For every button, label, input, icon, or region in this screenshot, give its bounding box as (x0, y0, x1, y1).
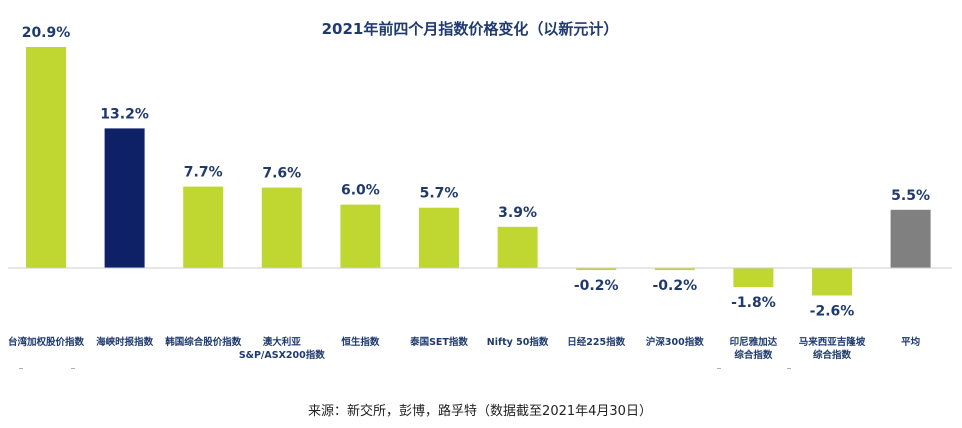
data-label: 20.9% (22, 25, 71, 41)
data-label: 3.9% (498, 205, 537, 221)
category-label: 印尼雅加达 (730, 336, 778, 348)
category-label: S&P/ASX200指数 (239, 349, 325, 361)
data-label: 6.0% (341, 183, 380, 199)
value-labels-group: 20.9% 13.2% 7.7% 7.6% 6.0% 5.7% 3.9% -0.2% -0.2%… (22, 25, 930, 320)
category-label: 沪深300指数 (646, 336, 704, 348)
source-note: 来源：新交所，彭博，路孚特（数据截至2021年4月30日） (308, 403, 652, 419)
category-label: 海峡时报指数 (96, 336, 154, 348)
data-label: 13.2% (100, 106, 149, 122)
bar (261, 187, 302, 268)
bar (812, 268, 852, 296)
data-label: 7.6% (262, 166, 301, 182)
category-label: 澳大利亚 (263, 336, 302, 348)
bar (890, 209, 931, 268)
data-label: -0.2% (652, 278, 697, 294)
data-label: 5.7% (420, 186, 459, 202)
data-label: 5.5% (891, 188, 930, 204)
category-label: 综合指数 (734, 349, 773, 361)
chart-title: 2021年前四个月指数价格变化（以新元计） (322, 20, 619, 38)
tick-mark (19, 368, 23, 369)
category-label: 台湾加权股价指数 (8, 336, 85, 348)
tick-mark (71, 368, 75, 369)
data-label: 7.7% (184, 165, 223, 181)
data-label: -0.2% (574, 278, 619, 294)
data-label: -2.6% (810, 304, 855, 320)
bar (576, 268, 617, 271)
bar (733, 268, 774, 287)
category-label: 马来西亚吉隆坡 (799, 336, 866, 348)
bar (104, 128, 145, 268)
tick-mark (717, 368, 721, 369)
category-label: 综合指数 (813, 349, 852, 361)
bar (654, 268, 695, 271)
category-label: Nifty 50指数 (487, 336, 549, 348)
bar (497, 226, 538, 268)
category-label: 恒生指数 (341, 336, 380, 348)
category-label: 平均 (901, 336, 921, 348)
category-label: 泰国SET指数 (409, 336, 468, 348)
tick-mark (787, 368, 791, 369)
tick-marks-group (19, 368, 791, 369)
data-label: -1.8% (731, 295, 776, 311)
bar (26, 47, 66, 268)
category-label: 日经225指数 (567, 336, 625, 348)
bar (340, 204, 381, 268)
category-label: 韩国综合股价指数 (165, 336, 242, 348)
bar (183, 186, 224, 268)
bar (419, 207, 459, 268)
bars-group (26, 47, 931, 296)
